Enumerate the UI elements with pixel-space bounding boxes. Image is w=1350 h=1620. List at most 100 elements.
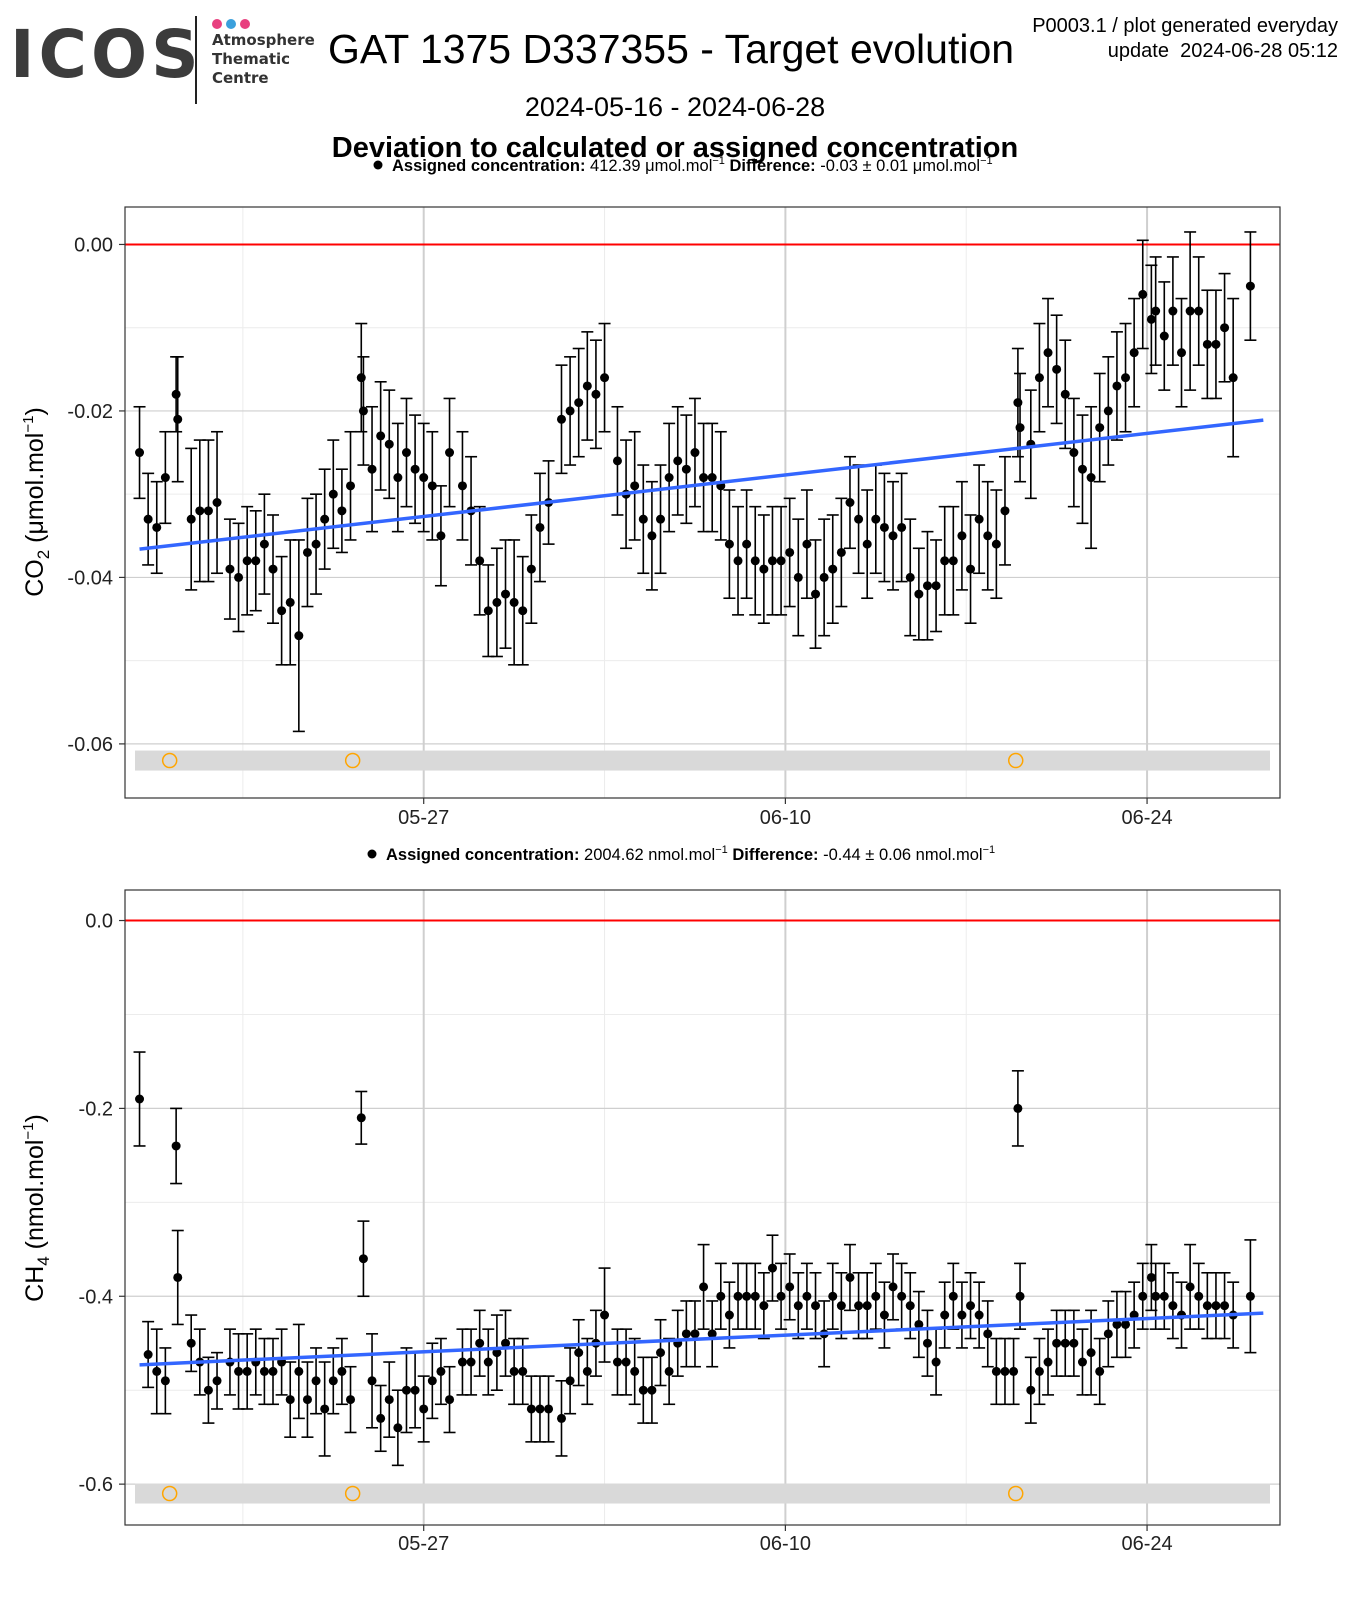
point-marker — [475, 556, 485, 566]
data-point — [947, 505, 960, 616]
logo-dots-icon — [212, 16, 254, 34]
legend-superscript: −1 — [983, 844, 996, 856]
flag-marker — [344, 1485, 361, 1502]
point-marker — [1034, 373, 1044, 383]
data-point — [955, 1281, 968, 1349]
point-marker — [1112, 1319, 1122, 1329]
point-marker — [966, 564, 976, 574]
legend-point-icon — [367, 849, 377, 859]
logo-subtitle-line: Thematic — [212, 50, 291, 68]
legend-superscript: −1 — [712, 155, 725, 167]
point-marker — [957, 531, 967, 541]
data-point — [159, 1347, 172, 1415]
point-marker — [1194, 306, 1204, 316]
main-title: GAT 1375 D337355 - Target evolution — [328, 26, 1015, 72]
data-point — [383, 389, 396, 500]
data-point — [499, 1309, 512, 1377]
y-tick-label: -0.06 — [67, 734, 113, 756]
point-marker — [1000, 1366, 1010, 1376]
data-point — [292, 1323, 305, 1420]
point-marker — [160, 1376, 170, 1386]
point-marker — [384, 439, 394, 449]
point-marker — [1112, 381, 1122, 391]
point-marker — [143, 514, 153, 524]
data-point — [835, 497, 848, 608]
data-point — [1102, 1300, 1115, 1368]
data-point — [249, 510, 262, 612]
point-marker — [591, 389, 601, 399]
data-point — [938, 1281, 951, 1349]
data-point — [589, 339, 602, 450]
data-point — [310, 1347, 323, 1415]
point-marker — [1026, 1385, 1036, 1395]
point-marker — [337, 506, 347, 516]
data-point — [800, 489, 813, 600]
point-marker — [1245, 281, 1255, 291]
point-marker — [1052, 364, 1062, 374]
data-point — [426, 430, 439, 541]
point-marker — [427, 481, 437, 491]
point-marker — [302, 547, 312, 557]
point-marker — [1060, 389, 1070, 399]
point-marker — [410, 464, 420, 474]
data-point — [357, 1220, 370, 1298]
point-marker — [526, 564, 536, 574]
point-marker — [759, 564, 769, 574]
x-tick-label: 06-24 — [1121, 1533, 1172, 1555]
point-marker — [294, 1366, 304, 1376]
data-point — [843, 1243, 856, 1312]
point-marker — [242, 1366, 252, 1376]
point-marker — [647, 531, 657, 541]
point-marker — [1185, 1282, 1195, 1292]
y-axis-label-unit: (μmol.mol — [21, 433, 49, 550]
data-point — [400, 397, 413, 508]
point-marker — [828, 564, 838, 574]
point-marker — [690, 1329, 700, 1339]
data-point — [232, 1333, 245, 1410]
data-point — [400, 1347, 413, 1434]
data-point — [1166, 1271, 1179, 1340]
point-marker — [1103, 406, 1113, 416]
data-point — [533, 472, 546, 583]
point-marker — [656, 514, 666, 524]
point-marker — [556, 1413, 566, 1423]
point-marker — [742, 1291, 752, 1301]
data-point — [663, 1337, 676, 1406]
point-marker — [742, 539, 752, 549]
point-marker — [1194, 1291, 1204, 1301]
data-point — [581, 331, 594, 441]
point-marker — [1121, 1319, 1131, 1329]
y-axis-label-species: CO — [21, 559, 49, 597]
point-marker — [854, 1301, 864, 1311]
data-point — [628, 430, 641, 541]
data-point — [981, 480, 994, 591]
point-marker — [914, 1319, 924, 1329]
point-marker — [828, 1291, 838, 1301]
data-point — [732, 1262, 745, 1330]
data-point — [706, 1300, 719, 1368]
point-marker — [259, 1366, 269, 1376]
data-point — [878, 1281, 891, 1349]
point-marker — [393, 473, 403, 483]
point-marker — [225, 564, 235, 574]
data-point — [564, 1347, 577, 1415]
data-point — [1209, 289, 1222, 400]
point-marker — [1000, 506, 1010, 516]
point-marker — [767, 1263, 777, 1273]
data-point — [133, 405, 146, 500]
point-marker — [1151, 306, 1161, 316]
logo-dot-2 — [226, 19, 236, 29]
point-marker — [135, 1094, 145, 1104]
point-marker — [681, 1329, 691, 1339]
plot-panel — [125, 207, 1280, 798]
data-point — [275, 555, 288, 666]
data-point — [818, 518, 831, 637]
data-point — [981, 1300, 994, 1368]
data-point — [826, 1262, 839, 1330]
data-point — [826, 514, 839, 624]
point-marker — [1069, 448, 1079, 458]
flag-marker — [1007, 1485, 1024, 1502]
point-marker — [1177, 348, 1187, 358]
point-marker — [337, 1366, 347, 1376]
point-marker — [1159, 1291, 1169, 1301]
